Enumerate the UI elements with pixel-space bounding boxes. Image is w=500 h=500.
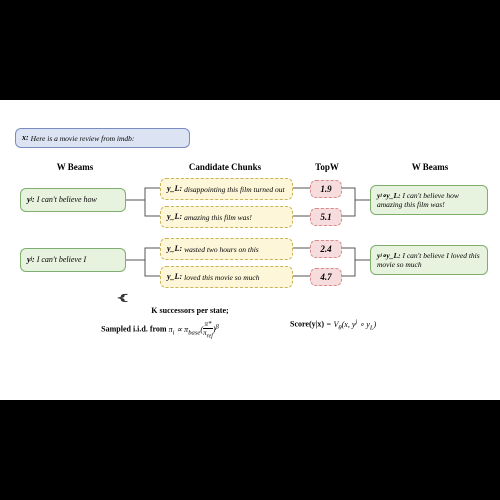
formula-sampled: Sampled i.i.d. from πi ∝ πbase(π*πref)β [40,320,280,339]
input-text: Here is a movie review from imdb: [31,134,135,143]
beam-prefix: yʲ: [27,255,35,265]
sampled-math: πi ∝ πbase(π*πref)β [169,325,219,334]
brace-icon: ⏟ [116,294,164,302]
score-math: = Vθ(x, yj ∘ yL) [326,320,376,329]
score-1: 1.9 [310,180,342,198]
cand-text: loved this movie so much [184,273,259,282]
sampled-prefix: Sampled i.i.d. from [101,325,168,334]
beam-left-1: yʲ: I can't believe how [20,188,126,212]
beam-right-2: yʲ∘y_L: I can't believe I loved this mov… [370,245,488,275]
beam-right-1: yʲ∘y_L: I can't believe how amazing this… [370,185,488,215]
score-3: 2.4 [310,240,342,258]
formula-k-line: K successors per state; [90,306,290,315]
candidate-2: y_L: amazing this film was! [160,206,293,228]
beam-left-2: yʲ: I can't believe I [20,248,126,272]
candidate-4: y_L: loved this movie so much [160,266,293,288]
cand-prefix: y_L: [167,212,182,222]
cand-text: amazing this film was! [184,213,252,222]
candidate-3: y_L: wasted two hours on this [160,238,293,260]
cand-text: disappointing this film turned out [184,185,284,194]
header-candidates: Candidate Chunks [175,162,275,172]
beam-prefix: yʲ∘y_L: [377,191,401,200]
input-box: x: Here is a movie review from imdb: [15,128,190,148]
cand-prefix: y_L: [167,184,182,194]
header-beams-right: W Beams [395,162,465,172]
header-topw: TopW [307,162,347,172]
header-beams-left: W Beams [40,162,110,172]
beam-prefix: yʲ∘y_L: [377,251,401,260]
beam-text: I can't believe I [37,255,86,265]
input-prefix: x: [22,133,29,143]
beam-text: I can't believe how [37,195,97,205]
score-2: 5.1 [310,208,342,226]
cand-prefix: y_L: [167,244,182,254]
formula-score: Score(y|x) = Vθ(x, yj ∘ yL) [290,318,490,331]
cand-prefix: y_L: [167,272,182,282]
score-4: 4.7 [310,268,342,286]
candidate-1: y_L: disappointing this film turned out [160,178,293,200]
score-prefix: Score(y|x) [290,320,324,329]
cand-text: wasted two hours on this [184,245,259,254]
beam-prefix: yʲ: [27,195,35,205]
diagram-canvas: x: Here is a movie review from imdb: W B… [0,100,500,400]
